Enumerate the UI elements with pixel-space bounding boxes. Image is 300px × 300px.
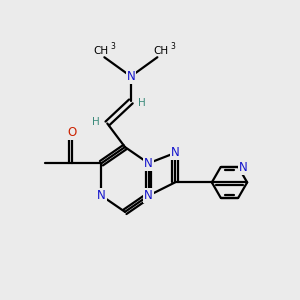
Text: N: N	[171, 146, 179, 159]
Text: 3: 3	[110, 42, 115, 51]
Text: N: N	[144, 189, 153, 202]
Text: N: N	[144, 157, 153, 170]
Text: CH: CH	[93, 46, 108, 56]
Text: O: O	[67, 126, 76, 139]
Text: N: N	[127, 70, 135, 83]
Text: CH: CH	[153, 46, 169, 56]
Text: H: H	[92, 117, 100, 127]
Text: N: N	[239, 160, 248, 174]
Text: H: H	[138, 98, 146, 108]
Text: 3: 3	[170, 42, 175, 51]
Text: N: N	[97, 189, 106, 202]
